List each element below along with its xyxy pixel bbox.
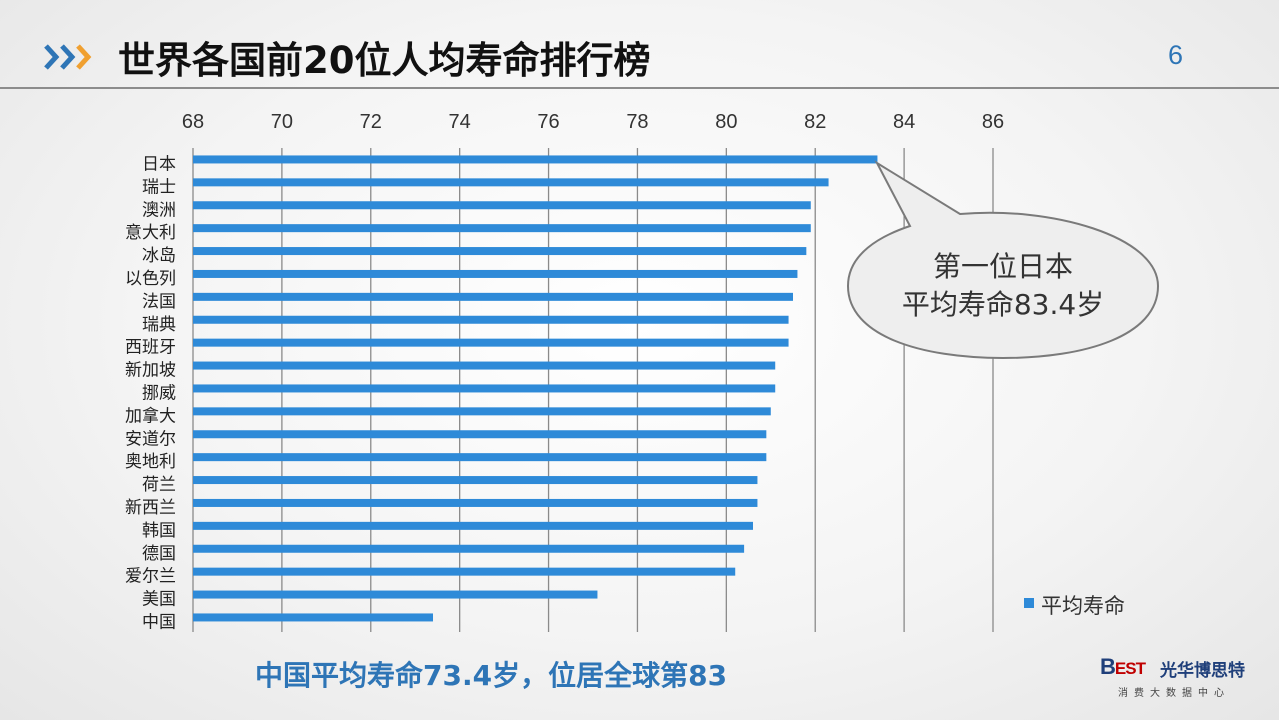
x-tick-label: 84 [893,111,915,133]
brand-logo: BEST 光华博思特 消费大数据中心 [1100,654,1270,704]
bar [193,567,736,576]
category-label: 美国 [142,590,176,610]
bar [193,292,793,301]
bar [193,476,758,485]
legend-label: 平均寿命 [1041,594,1125,618]
bar [193,544,745,553]
category-label: 日本 [142,154,176,174]
x-tick-label: 68 [182,111,204,133]
slide-header: 世界各国前20位人均寿命排行榜 6 [0,0,1279,88]
category-label: 瑞士 [142,177,176,197]
legend-swatch [1024,598,1034,608]
x-tick-label: 78 [626,111,648,133]
category-label: 中国 [142,612,176,632]
category-label: 挪威 [142,383,176,403]
page-title: 世界各国前20位人均寿命排行榜 [118,39,651,82]
bar [193,384,776,393]
bar [193,269,798,278]
category-label: 爱尔兰 [125,567,176,587]
bar [193,338,789,347]
category-label: 韩国 [142,521,176,541]
category-label: 意大利 [125,223,176,243]
callout-line-1: 第一位日本 [933,250,1073,283]
logo-subtitle: 消费大数据中心 [1118,688,1230,699]
category-label: 瑞典 [142,315,176,335]
bar [193,201,811,210]
legend: 平均寿命 [1024,594,1125,618]
x-tick-label: 74 [449,111,471,133]
page-number: 6 [1168,40,1184,70]
summary-caption: 中国平均寿命73.4岁，位居全球第83 [255,659,728,692]
logo-b: B [1100,654,1116,679]
bar [193,315,789,324]
category-label: 冰岛 [142,246,176,266]
category-label: 新西兰 [125,498,176,518]
category-label: 加拿大 [125,405,176,426]
header-divider [0,87,1279,89]
bar [193,430,767,439]
logo-est: EST [1114,659,1146,678]
x-tick-label: 76 [537,111,559,133]
x-tick-label: 70 [271,111,293,133]
callout-line-2: 平均寿命83.4岁 [902,288,1104,321]
life-expectancy-bar-chart: 68 70 72 74 76 78 80 82 84 86 日本瑞士澳洲意大利冰岛以色列法国瑞典西… [125,111,1160,632]
bar [193,613,433,622]
category-label: 安道尔 [125,429,176,449]
x-tick-label: 86 [982,111,1004,133]
category-label: 荷兰 [142,475,176,495]
logo-mark: BEST [1100,654,1146,680]
category-label: 德国 [142,544,176,564]
category-label: 法国 [142,292,176,312]
bar [193,224,811,233]
category-label: 西班牙 [125,338,176,358]
chevron-arrows-icon [44,44,92,70]
bar [193,407,771,416]
logo-name: 光华博思特 [1160,661,1245,681]
category-label: 以色列 [125,269,176,289]
bar [193,453,767,462]
bar [193,521,753,530]
bar [193,361,776,370]
bar [193,590,598,599]
bar [193,498,758,507]
bar [193,247,807,256]
bar [193,178,829,187]
x-tick-label: 80 [715,111,737,133]
category-label: 新加坡 [125,361,176,381]
bar [193,155,878,164]
category-label: 澳洲 [142,200,176,220]
x-tick-label: 82 [804,111,826,133]
x-tick-label: 72 [360,111,382,133]
category-label: 奥地利 [125,452,176,472]
callout-bubble: 第一位日本 平均寿命83.4岁 [846,160,1160,360]
